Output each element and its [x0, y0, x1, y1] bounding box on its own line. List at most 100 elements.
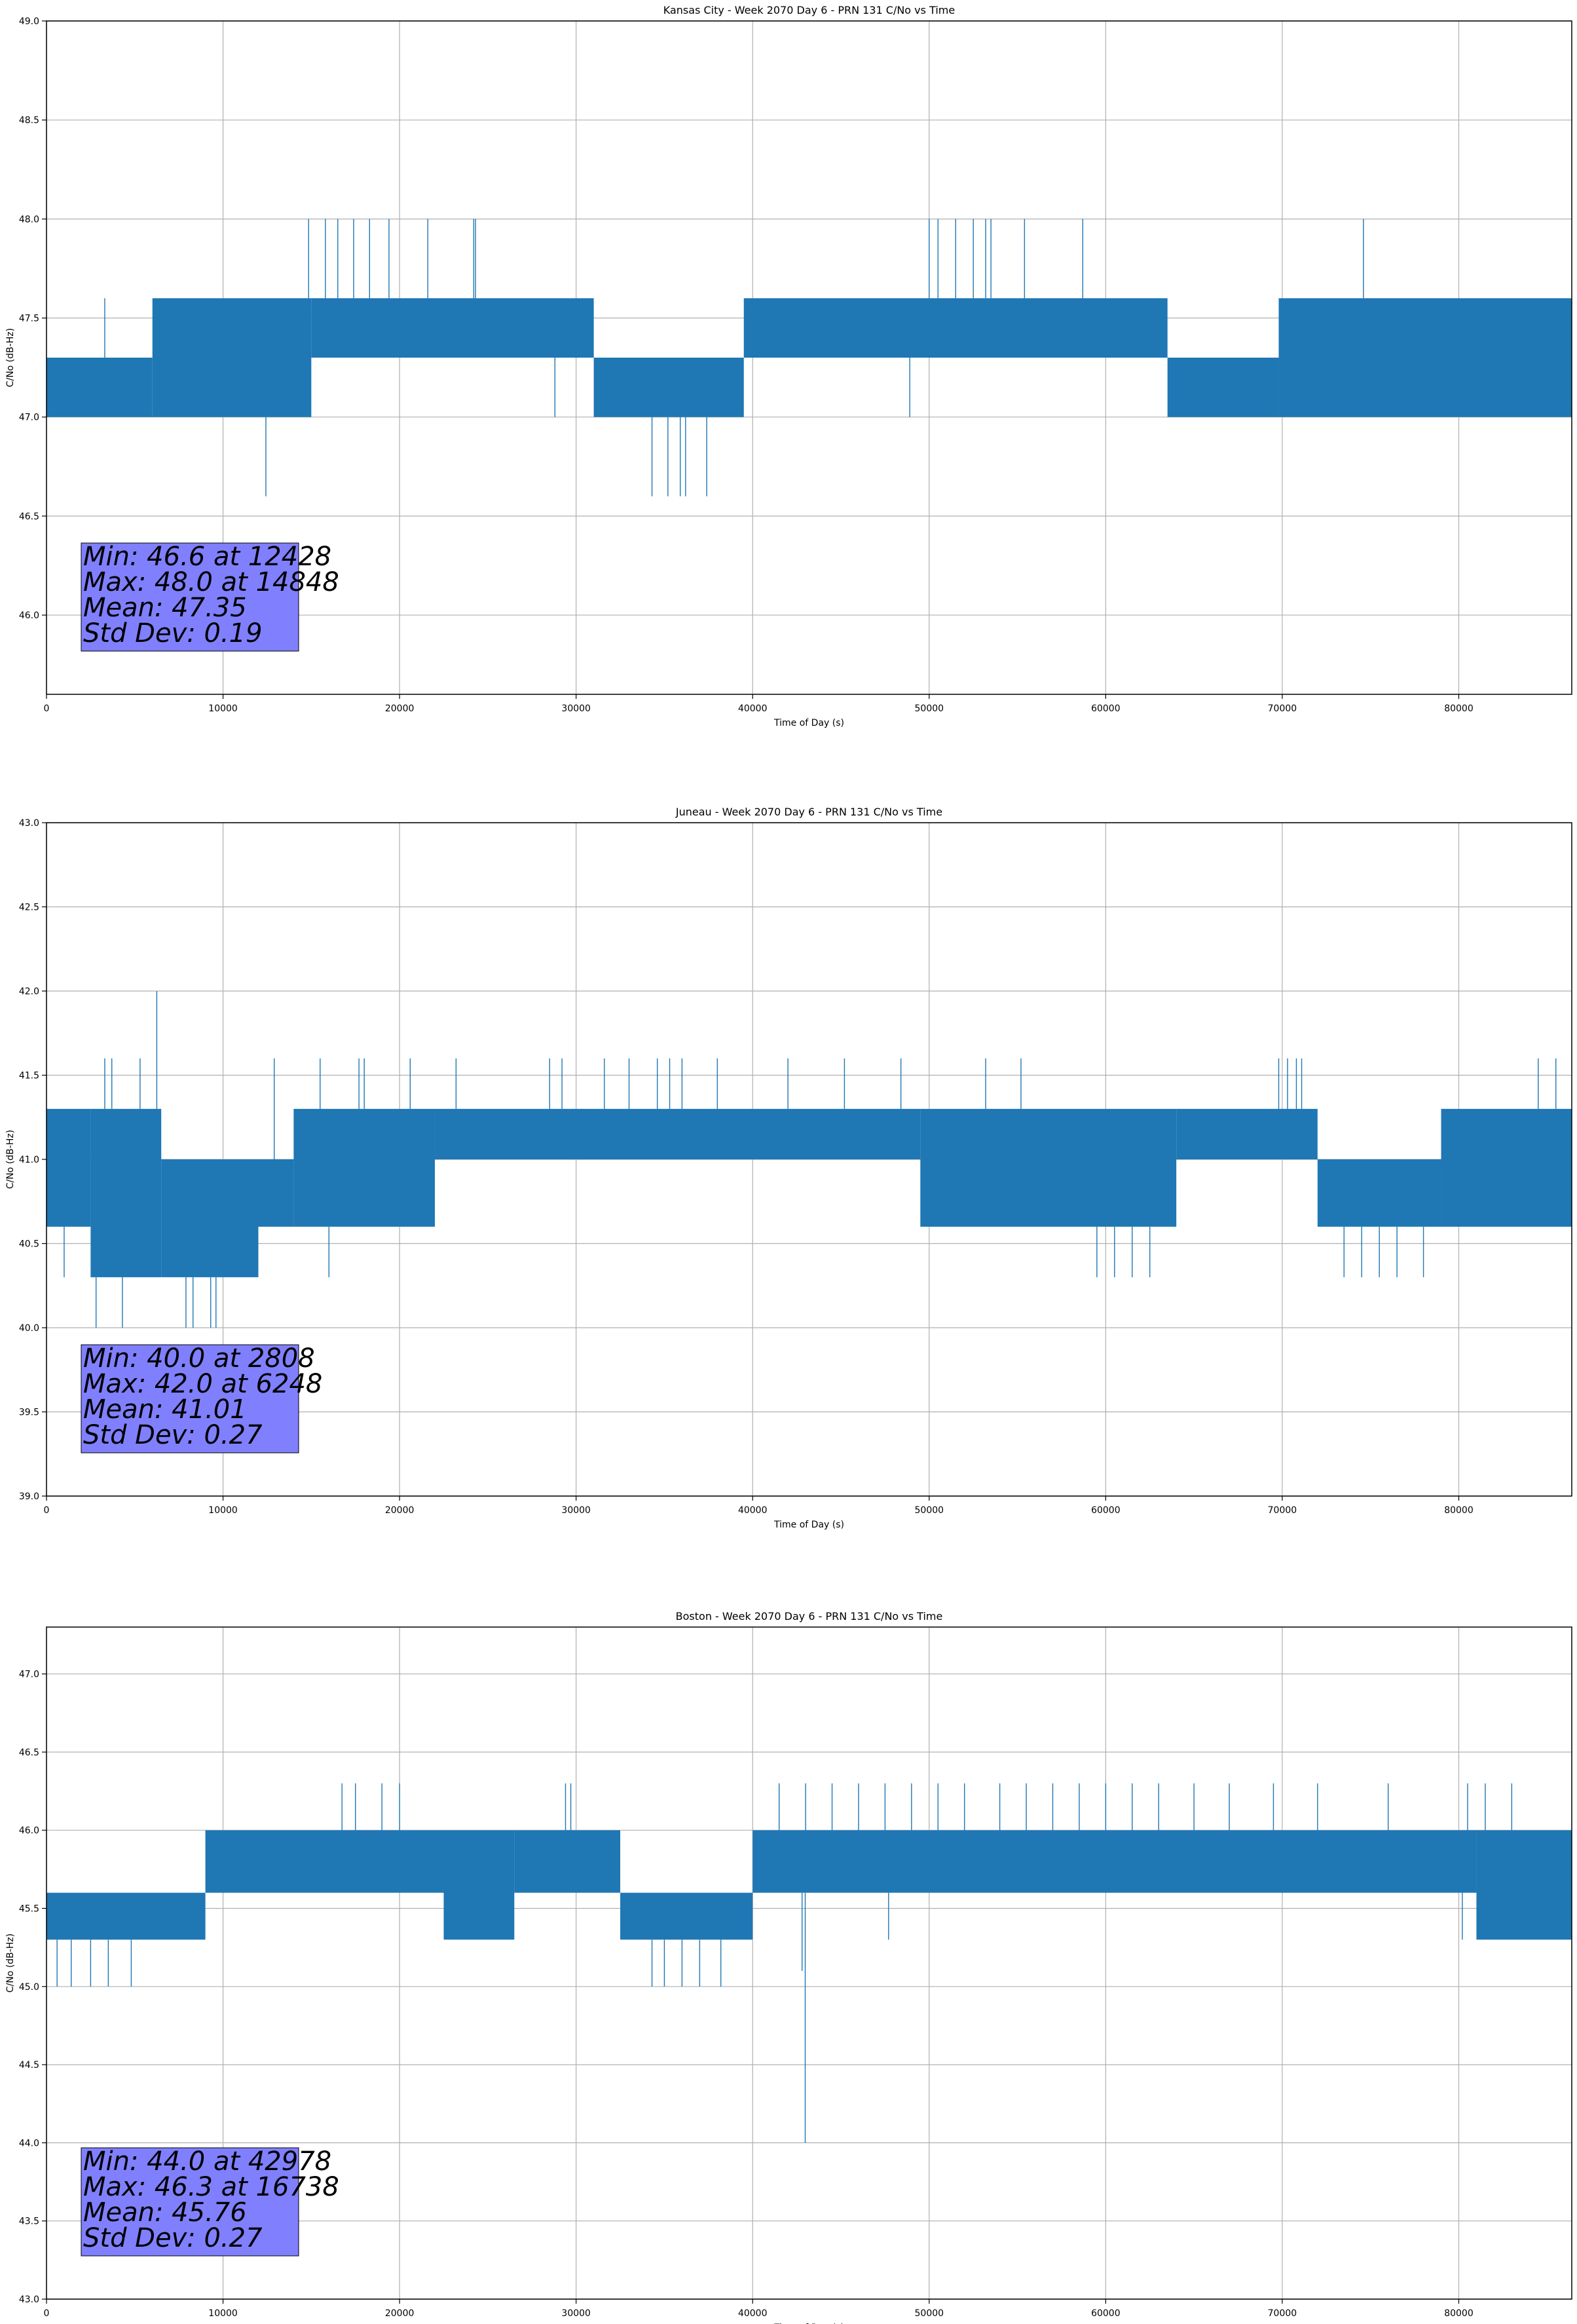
stats-line: Min: 44.0 at 42978	[83, 2146, 331, 2177]
x-tick-label: 60000	[1091, 703, 1121, 714]
x-tick-label: 40000	[738, 1505, 768, 1516]
plot-frame	[46, 20, 1572, 695]
chart-title: Juneau - Week 2070 Day 6 - PRN 131 C/No …	[675, 806, 942, 818]
y-tick-label: 41.5	[19, 1071, 39, 1081]
series-band	[1441, 1108, 1572, 1227]
stats-box	[81, 1344, 299, 1453]
y-tick-label: 48.0	[19, 214, 39, 225]
y-tick-label: 39.0	[19, 1491, 39, 1502]
stats-line: Std Dev: 0.19	[83, 618, 263, 648]
stats-line: Min: 40.0 at 2808	[83, 1343, 315, 1374]
series-group	[46, 991, 1572, 1328]
y-tick-label: 45.5	[19, 1903, 39, 1914]
x-tick-label: 30000	[561, 2308, 591, 2319]
x-tick-label: 10000	[208, 1505, 238, 1516]
x-tick-label: 70000	[1268, 703, 1297, 714]
series-band	[593, 358, 744, 417]
x-tick-label: 50000	[915, 703, 944, 714]
y-tick-label: 43.5	[19, 2217, 39, 2227]
series-band	[46, 1892, 206, 1940]
y-tick-label: 46.0	[19, 610, 39, 621]
x-tick-label: 70000	[1268, 1505, 1297, 1516]
x-tick-label: 60000	[1091, 1505, 1121, 1516]
stats-line: Max: 46.3 at 16738	[83, 2172, 339, 2202]
series-band	[1476, 1830, 1572, 1940]
chart-panel-1: 0 10000 20000 30000 40000 50000 60000 70000 8000…	[5, 4, 1572, 728]
y-tick-label: 46.5	[19, 1748, 39, 1758]
x-tick-label: 80000	[1444, 1505, 1474, 1516]
series-band	[620, 1892, 753, 1940]
chart-title: Boston - Week 2070 Day 6 - PRN 131 C/No …	[676, 1610, 943, 1622]
x-tick-label: 0	[44, 1505, 50, 1516]
y-axis-label: C/No (dB-Hz)	[5, 1130, 16, 1189]
series-band	[743, 298, 1168, 358]
series-band	[46, 1108, 91, 1227]
chart-panel-2: 0 10000 20000 30000 40000 50000 60000 70000 8000…	[5, 806, 1572, 1530]
y-tick-label: 39.5	[19, 1408, 39, 1418]
stats-box	[81, 542, 299, 652]
x-axis-label: Time of Day (s)	[773, 1520, 844, 1530]
chart-title: Kansas City - Week 2070 Day 6 - PRN 131 …	[663, 4, 955, 16]
y-tick-label: 40.0	[19, 1323, 39, 1334]
y-tick-label: 40.5	[19, 1239, 39, 1250]
series-band	[752, 1830, 1477, 1893]
y-tick-label: 48.5	[19, 115, 39, 126]
series-band	[514, 1830, 621, 1893]
series-group	[46, 219, 1572, 497]
stats-line: Min: 46.6 at 12428	[83, 542, 331, 572]
series-band	[1176, 1108, 1318, 1159]
chart-panel-3: 0 10000 20000 30000 40000 50000 60000 70000 8000…	[5, 1610, 1572, 2324]
stats-line: Max: 42.0 at 6248	[83, 1369, 322, 1399]
x-tick-label: 50000	[915, 2308, 944, 2319]
series-band	[1317, 1159, 1441, 1227]
x-tick-label: 10000	[208, 2308, 238, 2319]
grid	[46, 20, 1572, 694]
stats-line: Mean: 41.01	[83, 1395, 247, 1425]
y-tick-label: 46.5	[19, 512, 39, 522]
series-band	[443, 1830, 515, 1940]
x-axis-label: Time of Day (s)	[773, 2323, 844, 2324]
series-band	[258, 1159, 294, 1227]
series-band	[435, 1108, 921, 1159]
series-band	[46, 358, 153, 417]
x-tick-label: 30000	[561, 1505, 591, 1516]
x-tick-label: 40000	[738, 703, 768, 714]
y-tick-label: 47.0	[19, 413, 39, 423]
series-band	[152, 298, 312, 417]
series-band	[920, 1108, 1177, 1227]
y-tick-label: 44.0	[19, 2138, 39, 2148]
stats-line: Std Dev: 0.27	[83, 1420, 263, 1450]
series-band	[1278, 298, 1572, 417]
series-band	[1167, 358, 1279, 417]
x-tick-label: 30000	[561, 703, 591, 714]
y-tick-label: 41.0	[19, 1155, 39, 1165]
series-band	[293, 1108, 436, 1227]
y-tick-label: 43.0	[19, 818, 39, 829]
y-axis-label: C/No (dB-Hz)	[5, 1934, 16, 1993]
x-tick-label: 0	[44, 2308, 50, 2319]
x-tick-label: 40000	[738, 2308, 768, 2319]
series-group	[46, 1783, 1572, 2143]
x-tick-label: 20000	[385, 1505, 415, 1516]
x-tick-label: 60000	[1091, 2308, 1121, 2319]
y-tick-label: 42.5	[19, 903, 39, 913]
x-tick-label: 20000	[385, 703, 415, 714]
y-tick-label: 47.0	[19, 1670, 39, 1680]
stats-line: Max: 48.0 at 14848	[83, 567, 339, 597]
plot-frame	[46, 1626, 1572, 2300]
y-tick-label: 46.0	[19, 1826, 39, 1836]
series-band	[311, 298, 594, 358]
stats-line: Mean: 45.76	[83, 2198, 247, 2228]
series-band	[205, 1830, 444, 1893]
stats-box	[81, 2147, 299, 2257]
y-axis-label: C/No (dB-Hz)	[5, 328, 16, 387]
x-tick-label: 70000	[1268, 2308, 1297, 2319]
y-tick-label: 44.5	[19, 2060, 39, 2071]
x-tick-label: 10000	[208, 703, 238, 714]
x-tick-label: 0	[44, 703, 50, 714]
x-tick-label: 50000	[915, 1505, 944, 1516]
y-tick-label: 43.0	[19, 2295, 39, 2305]
x-tick-label: 20000	[385, 2308, 415, 2319]
series-band	[90, 1108, 162, 1277]
